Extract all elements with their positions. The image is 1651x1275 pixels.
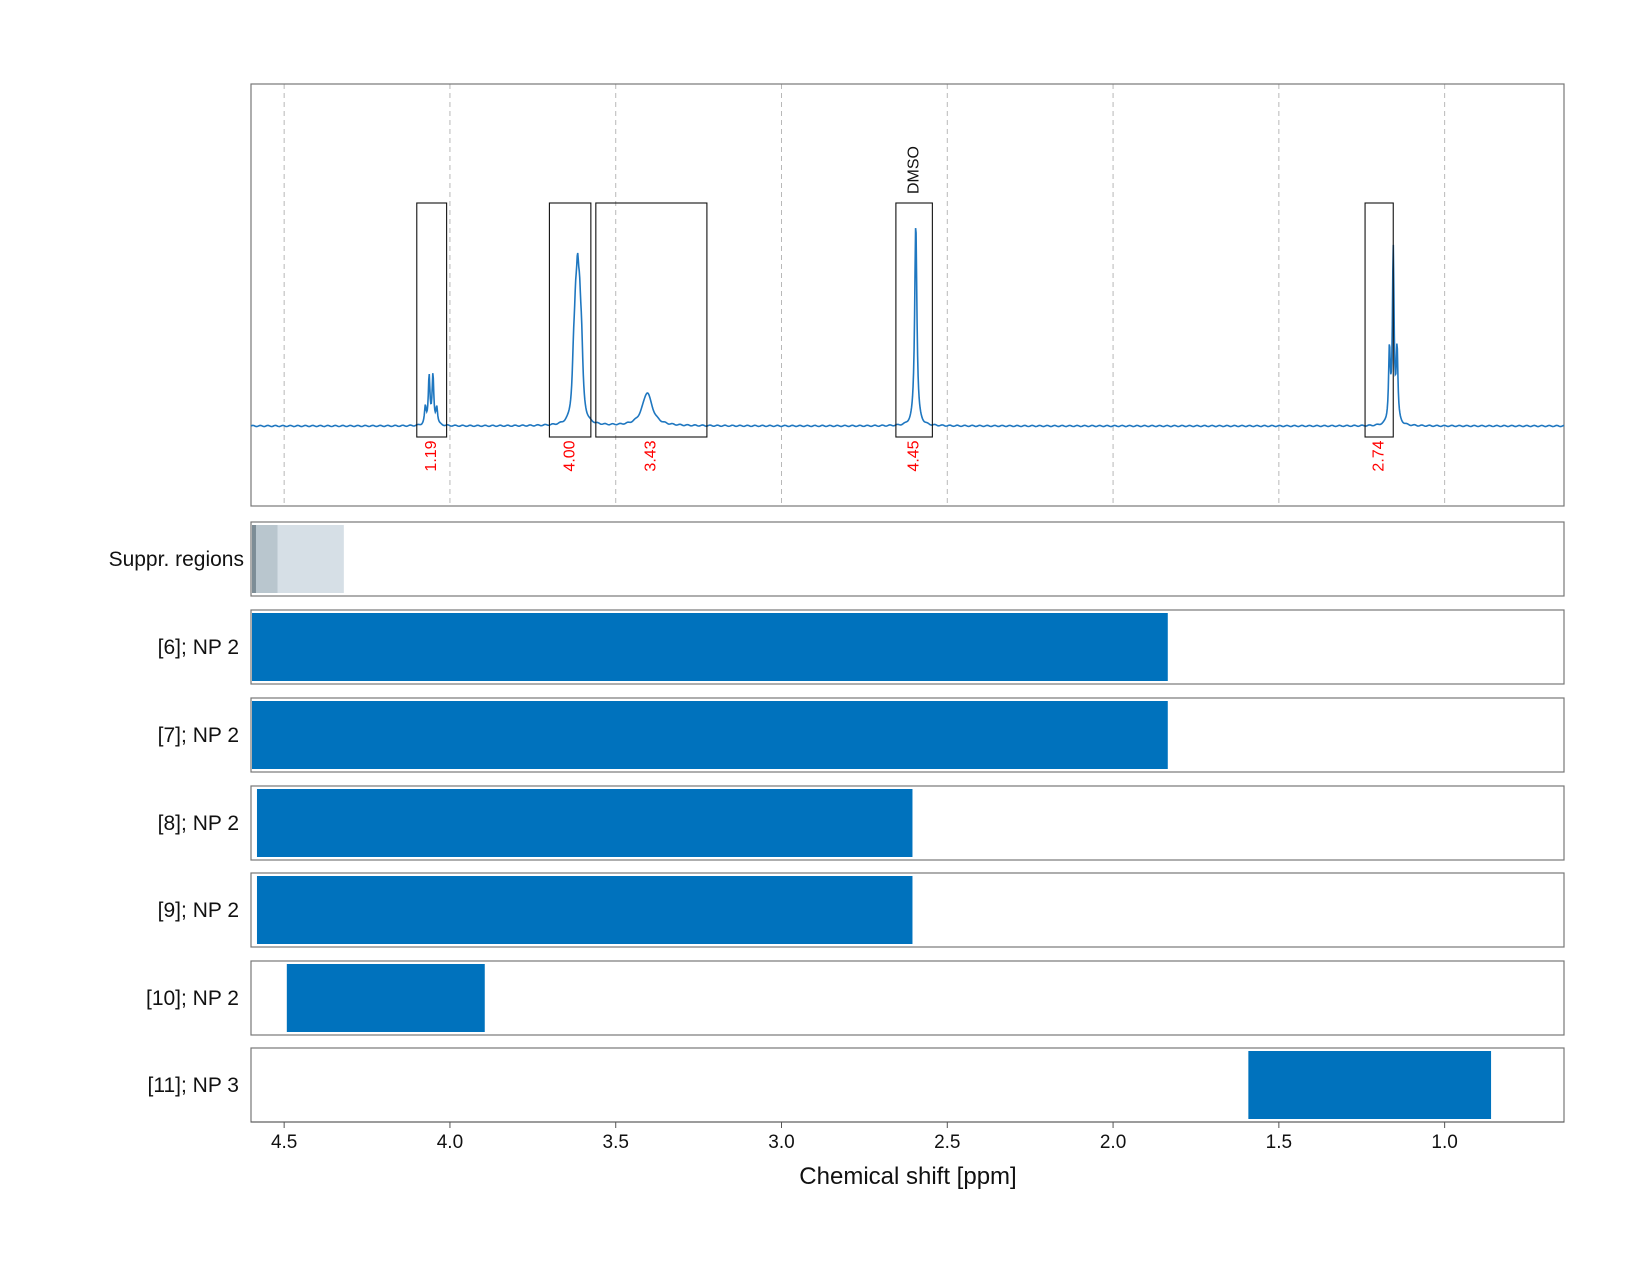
range-bars: [252, 525, 1492, 1119]
suppression-row-frame: [250, 521, 1565, 597]
range-bar-0: [252, 613, 1168, 681]
spectrum-frame: [250, 83, 1565, 507]
integral-value-0: 1.19: [423, 440, 440, 471]
x-tick-label-2: 3.5: [603, 1132, 629, 1153]
integration-box-0: [416, 202, 448, 438]
range-row-frame-4: [250, 960, 1565, 1036]
range-bar-5: [1248, 1051, 1492, 1119]
suppression-band-2: [252, 525, 256, 593]
range-row-label-3: [9]; NP 2: [158, 899, 239, 922]
x-tick-label-4: 2.5: [934, 1132, 960, 1153]
integral-value-4: 2.74: [1370, 440, 1387, 471]
range-row-label-5: [11]; NP 3: [148, 1074, 239, 1097]
x-tick-label-6: 1.5: [1266, 1132, 1292, 1153]
range-bar-1: [252, 701, 1168, 769]
range-row-label-1: [7]; NP 2: [158, 724, 239, 747]
x-axis-label: Chemical shift [ppm]: [799, 1163, 1016, 1190]
grid-layer: [283, 84, 1446, 506]
range-row-label-2: [8]; NP 2: [158, 812, 239, 835]
range-row-frame-3: [250, 872, 1565, 948]
range-row-label-0: [6]; NP 2: [158, 636, 239, 659]
integral-value-1: 4.00: [561, 440, 578, 471]
x-tick-label-1: 4.0: [437, 1132, 463, 1153]
integration-box-1: [548, 202, 592, 438]
x-tick-label-0: 4.5: [271, 1132, 297, 1153]
range-row-frame-2: [250, 785, 1565, 861]
row-labels: Suppr. regions [6]; NP 2 [7]; NP 2 [8]; NP …: [109, 548, 244, 1097]
x-axis: 4.5 4.0 3.5 3.0 2.5 2.0 1.5 1.0: [251, 1121, 1564, 1153]
suppression-band-1: [252, 525, 278, 593]
integration-box-4: [1364, 202, 1394, 438]
integration-box-2: [595, 202, 708, 438]
spectrum-line: [250, 228, 1565, 428]
x-tick-label-7: 1.0: [1431, 1132, 1457, 1153]
range-row-label-4: [10]; NP 2: [146, 987, 239, 1010]
peak-annotation-3: DMSO: [905, 146, 922, 194]
range-row-frame-1: [250, 697, 1565, 773]
suppression-row-label: Suppr. regions: [109, 548, 244, 571]
range-bar-2: [256, 789, 913, 857]
x-tick-label-5: 2.0: [1100, 1132, 1126, 1153]
x-tick-label-3: 3.0: [768, 1132, 794, 1153]
panel-frames: [250, 83, 1565, 1123]
integration-box-3: [895, 202, 933, 438]
integral-value-3: 4.45: [905, 440, 922, 471]
range-row-frame-0: [250, 609, 1565, 685]
spectrum-panel: 1.19 4.00 3.43 4.45 DMSO 2.74: [250, 146, 1565, 472]
range-bar-3: [256, 876, 913, 944]
range-bar-4: [286, 964, 485, 1032]
integral-value-2: 3.43: [643, 440, 660, 471]
